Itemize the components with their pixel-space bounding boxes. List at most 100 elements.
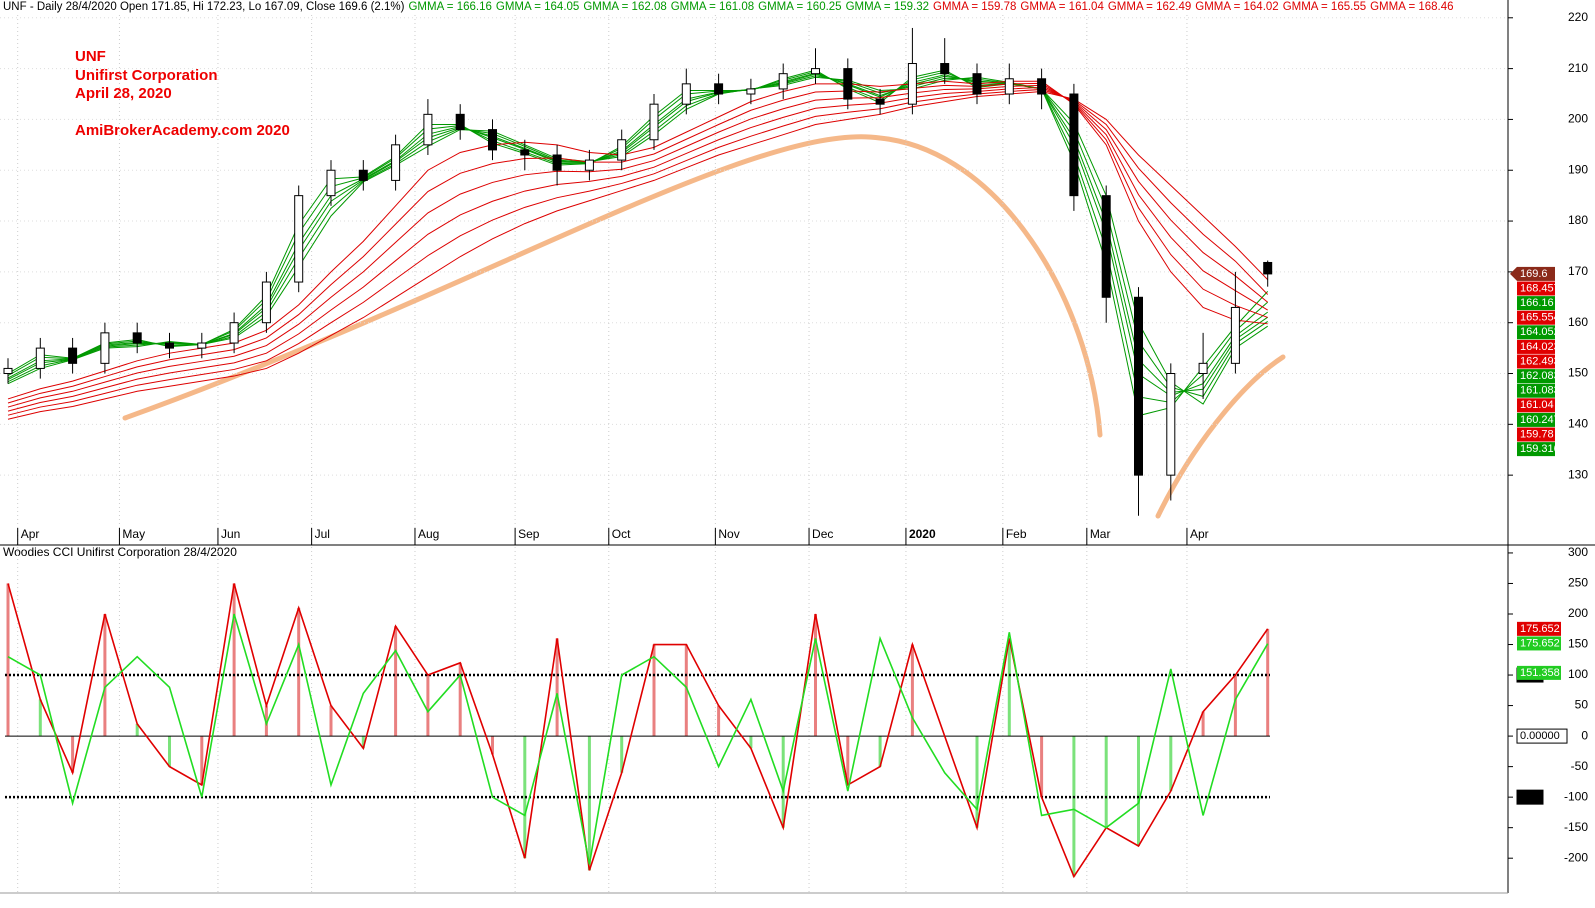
price-tag [1517,310,1555,325]
y-tick-label: 300 [1568,545,1588,559]
cci-histogram-bar [38,699,42,737]
x-tick-label: Aug [418,527,439,541]
y-tick-label: 150 [1568,366,1588,380]
price-tag-label: 164.023 [1520,341,1560,353]
price-tag [1517,325,1555,340]
candle-body [940,63,950,75]
annotation: Unifirst Corporation [75,67,218,84]
level-tag-label: 0.00000 [1520,730,1560,742]
candle-body [1069,93,1079,197]
cci-histogram-bar [878,736,882,767]
cci-histogram-bar [135,723,139,737]
price-tag-label: 161.04 [1520,399,1554,411]
x-tick-label: Feb [1006,527,1027,541]
price-tag [1517,266,1555,281]
candle-body [1198,362,1208,375]
candle-body [197,342,207,349]
candle-body [617,139,627,161]
x-tick-label: 2020 [909,527,936,541]
x-tick-label: Apr [1190,527,1209,541]
x-tick-label: Apr [21,527,40,541]
y-tick-label: -200 [1564,850,1588,864]
x-tick-label: Sep [518,527,540,541]
cci-histogram-bar [394,626,398,737]
cci-histogram-bar [491,736,494,755]
header-readout: GMMA = 164.02 [1195,1,1278,13]
price-tag [1517,296,1555,311]
candle-body [584,159,594,171]
gmma-line [7,69,1269,417]
candle-body [746,88,756,95]
candle-body [1101,195,1111,298]
price-tag [1517,281,1555,296]
header-readout: GMMA = 160.25 [758,1,841,13]
candle-body [843,68,853,100]
cci-histogram-bar [846,736,850,785]
candle-body [68,347,78,364]
candle-body [520,149,530,156]
price-tag-label: 162.083 [1520,370,1560,382]
cci-histogram-bar [200,736,204,785]
candle-body [3,367,13,375]
y-tick-label: 160 [1568,315,1588,329]
candle-body [229,322,239,344]
cci-histogram-bar [1007,638,1011,737]
cci-histogram-bar [1072,736,1076,877]
candle-body [35,347,45,369]
x-tick-label: Jul [315,527,330,541]
price-tag [1517,339,1555,354]
price-tag [1517,383,1555,398]
gmma-line [7,73,1268,393]
candle-body [1037,78,1047,95]
price-tag-label: 169.6 [1520,268,1548,280]
cci-line [7,583,1269,879]
x-tick-label: May [122,527,145,541]
y-tick-label: 100 [1568,667,1588,681]
cci-histogram-bar [264,705,268,737]
cci-line [7,613,1269,865]
cci-histogram-bar [297,607,301,737]
candle-body [681,83,691,105]
cci-histogram-bar [910,644,914,737]
x-tick-label: Jun [221,527,240,541]
level-tag [1516,789,1544,805]
panel-title: Woodies CCI Unifirst Corporation 28/4/20… [3,545,237,559]
level-tag-label: -100 [1520,791,1542,803]
y-tick-label: -150 [1564,820,1588,834]
annotation: April 28, 2020 [75,85,172,102]
y-tick-label: 170 [1568,264,1588,278]
price-tag-label: 168.457 [1520,282,1560,294]
y-tick-label: 250 [1568,576,1588,590]
y-tick-label: -50 [1571,759,1589,773]
candle-body [1230,306,1240,364]
price-tag-label: 162.493 [1520,355,1560,367]
candle-body [1134,296,1143,476]
cci-histogram-bar [6,583,10,737]
price-tag [1517,398,1555,413]
cci-histogram-bar [329,705,333,737]
candle-body [294,195,304,283]
level-tag [1516,728,1568,744]
y-tick-label: 0 [1581,728,1588,742]
cci-histogram-bar [71,736,75,773]
cci-histogram-bar [103,613,107,737]
candle-body [1004,78,1014,95]
candle-body [165,342,174,349]
price-tag-label: 164.052 [1520,326,1560,338]
candle-body [778,73,788,90]
trend-arc [122,134,1103,438]
candle-body [1263,261,1273,275]
header-readout: GMMA = 159.32 [846,1,929,13]
gmma-line [7,71,1269,404]
cci-histogram-bar [1266,628,1270,737]
candle-body [100,332,110,364]
cci-histogram-bar [975,736,979,828]
cci-histogram-bar [1169,736,1173,792]
candle-body [358,169,368,181]
gmma-line [7,75,1268,397]
y-tick-label: 150 [1568,637,1588,651]
candle-body [714,83,724,95]
cci-histogram-bar [426,675,430,737]
